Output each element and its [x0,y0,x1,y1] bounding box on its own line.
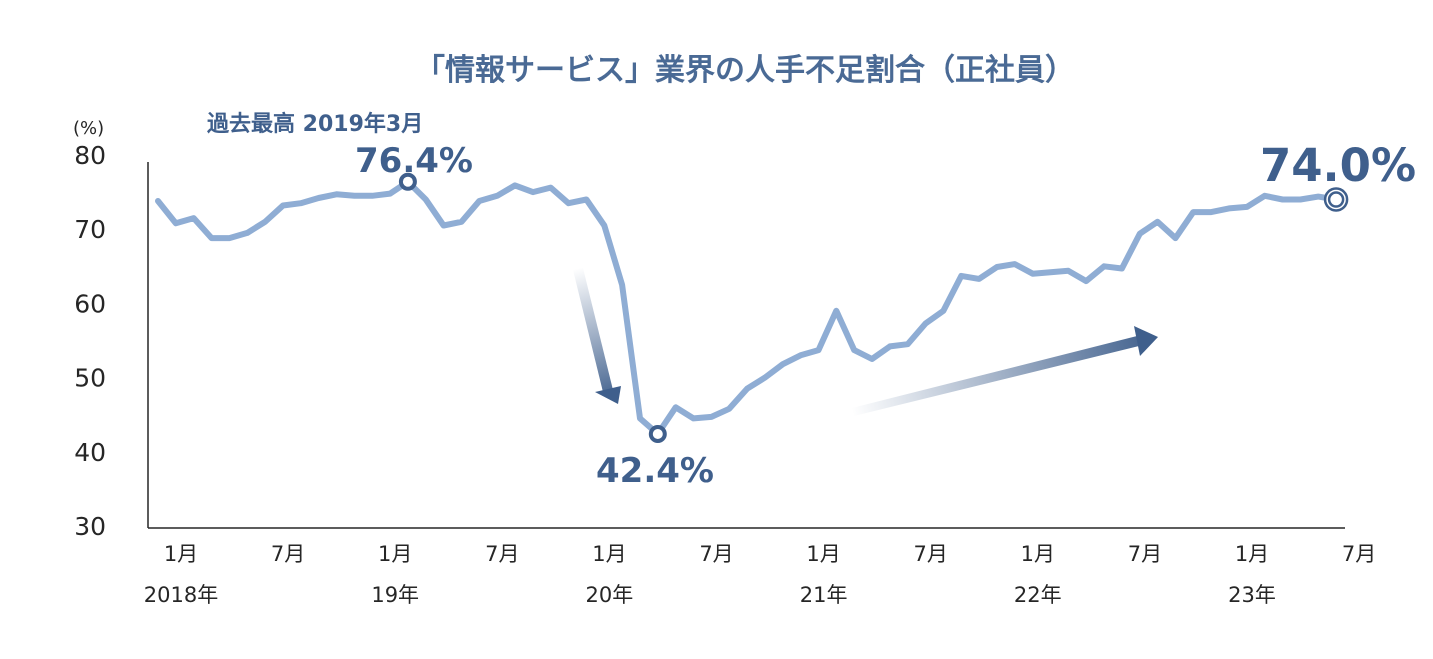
y-tick-label: 70 [74,215,106,244]
trough-marker [648,424,667,443]
x-axis-ticks: 1月 2018年 7月 1月 19年 7月 1月 20年 7月 1月 21年 7月 1月 22年 7月 1月 2… [144,542,1377,607]
x-tick-year: 20年 [586,583,634,607]
peak-marker [398,172,417,191]
x-tick-month: 7月 [914,542,948,566]
y-axis-unit: (%) [73,118,104,139]
x-tick-month: 7月 [1342,542,1376,566]
x-tick-month: 1月 [592,542,626,566]
x-tick-year: 2018年 [144,583,218,607]
peak-value-label: 76.4% [355,141,473,181]
x-tick-month: 7月 [1128,542,1162,566]
x-tick-month: 1月 [806,542,840,566]
x-tick-month: 7月 [699,542,733,566]
x-tick-month: 1月 [164,542,198,566]
latest-value-label: 74.0% [1260,139,1416,192]
up-trend-arrow [852,326,1158,416]
y-axis-ticks: 80 70 60 50 40 30 [74,141,106,541]
y-tick-label: 50 [74,364,106,393]
y-tick-label: 30 [74,512,106,541]
y-tick-label: 60 [74,289,106,318]
chart-title: 「情報サービス」業界の人手不足割合（正社員） [415,53,1075,88]
trough-value-label: 42.4% [596,451,714,491]
x-tick-year: 19年 [371,583,419,607]
x-tick-month: 1月 [378,542,412,566]
x-tick-year: 21年 [800,583,848,607]
x-tick-month: 7月 [485,542,519,566]
peak-note: 過去最高 2019年3月 [207,111,423,137]
latest-marker [1323,187,1349,212]
x-tick-month: 1月 [1021,542,1055,566]
y-tick-label: 40 [74,438,106,467]
down-trend-arrow [573,268,621,404]
x-tick-year: 22年 [1014,583,1062,607]
x-tick-month: 7月 [271,542,305,566]
x-tick-year: 23年 [1228,583,1276,607]
x-tick-month: 1月 [1235,542,1269,566]
y-tick-label: 80 [74,141,106,170]
series-line [155,178,1340,437]
